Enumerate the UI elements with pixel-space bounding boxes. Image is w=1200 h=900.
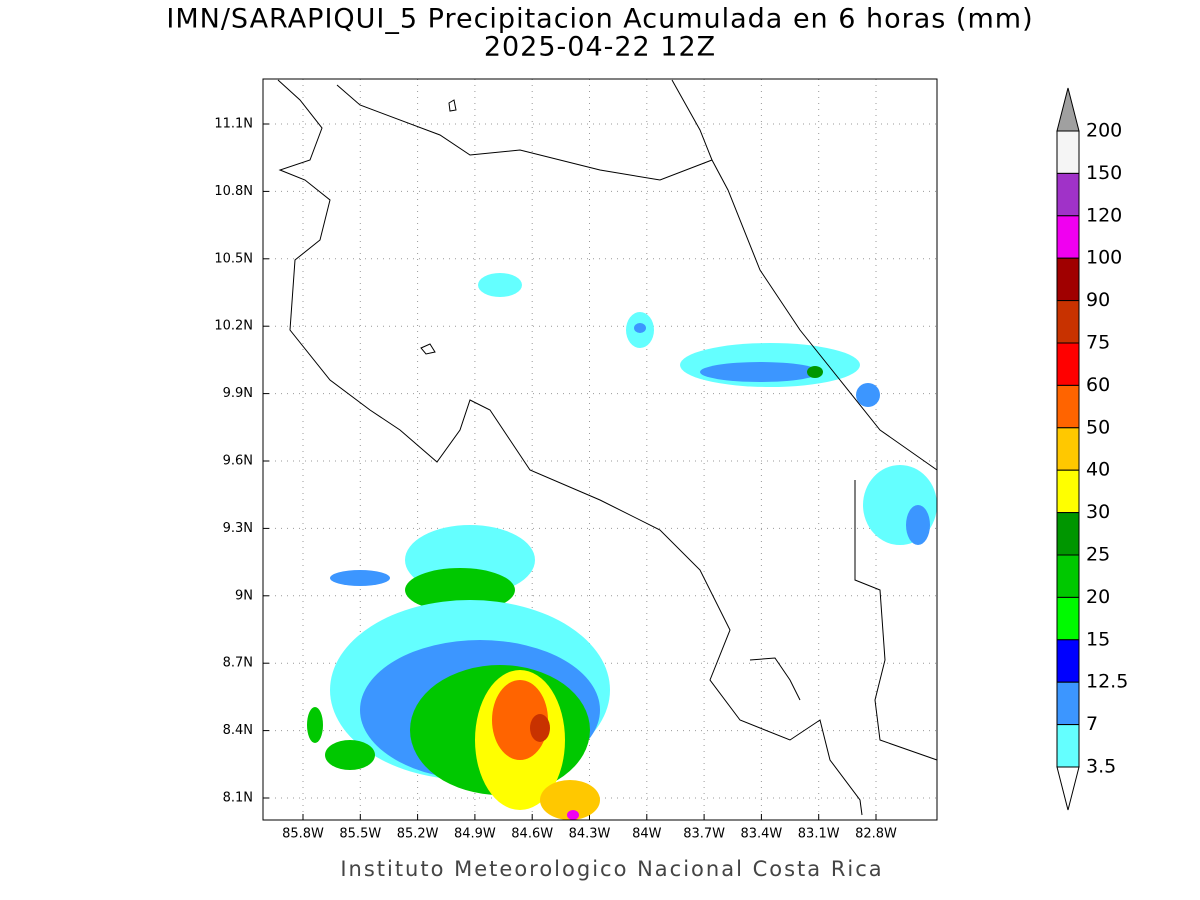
colorbar-box (1056, 554, 1080, 598)
island (420, 343, 436, 355)
x-tick-label: 83.1W (798, 827, 840, 842)
x-tick-label: 83.7W (683, 827, 725, 842)
y-tick-label: 10.2N (214, 319, 253, 334)
rain-cell (530, 714, 550, 742)
colorbar-box (1056, 300, 1080, 344)
rain-cell (478, 273, 522, 297)
y-tick-label: 10.5N (214, 251, 253, 266)
colorbar-box (1056, 427, 1080, 471)
rain-cell (492, 680, 548, 760)
colorbar-label: 200 (1086, 120, 1122, 142)
plot-frame (262, 78, 938, 821)
rain-cell (567, 810, 579, 820)
pacific-coast (277, 79, 863, 816)
colorbar-box (1056, 172, 1080, 217)
y-tick-label: 8.4N (223, 723, 253, 738)
colorbar-label: 25 (1086, 544, 1110, 566)
rain-cell (807, 366, 823, 378)
y-tick-label: 9.3N (223, 521, 253, 536)
rain-cell (906, 505, 930, 545)
x-tick-label: 84.9W (454, 827, 496, 842)
colorbar-label: 12.5 (1086, 671, 1128, 693)
colorbar-box (1056, 512, 1080, 556)
island (448, 99, 457, 112)
colorbar-box (1056, 724, 1080, 768)
colorbar-label: 30 (1086, 501, 1110, 523)
rain-cell (540, 780, 600, 820)
rain-cell (325, 740, 375, 770)
rain-cell (700, 362, 820, 382)
colorbar: 200 150 120 100 90 75 60 50 40 30 25 20 15 12.5 7 3.5 (1056, 87, 1128, 811)
colorbar-box (1056, 596, 1080, 641)
footer: Instituto Meteorologico Nacional Costa R… (340, 857, 883, 881)
nicaragua-border (336, 84, 713, 181)
subtitle: 2025-04-22 12Z (484, 32, 716, 63)
colorbar-label: 3.5 (1086, 756, 1116, 778)
colorbar-label: 7 (1086, 713, 1098, 735)
y-tick-label: 10.8N (214, 184, 253, 199)
colorbar-top-arrow (1056, 87, 1080, 132)
colorbar-bottom-arrow (1056, 766, 1080, 811)
colorbar-box (1056, 342, 1080, 386)
map-area (262, 78, 938, 821)
colorbar-label: 150 (1086, 162, 1122, 184)
rain-cell (634, 323, 646, 333)
y-tick-label: 8.1N (223, 791, 253, 806)
y-tick-label: 9N (235, 588, 253, 603)
colorbar-label: 15 (1086, 628, 1110, 650)
osa-peninsula (749, 657, 801, 701)
colorbar-box (1056, 257, 1080, 302)
colorbar-label: 50 (1086, 416, 1110, 438)
colorbar-box (1056, 639, 1080, 683)
colorbar-box (1056, 130, 1080, 174)
rain-cell (307, 707, 323, 743)
colorbar-box (1056, 215, 1080, 259)
y-tick-label: 9.9N (223, 386, 253, 401)
x-tick-label: 85.5W (339, 827, 381, 842)
colorbar-label: 100 (1086, 247, 1122, 269)
y-tick-label: 11.1N (214, 117, 253, 132)
colorbar-label: 75 (1086, 332, 1110, 354)
colorbar-box (1056, 384, 1080, 429)
y-tick-label: 9.6N (223, 454, 253, 469)
x-tick-label: 84W (632, 827, 662, 842)
coastlines (277, 79, 938, 816)
x-tick-label: 82.8W (855, 827, 897, 842)
colorbar-box (1056, 469, 1080, 514)
precipitation (307, 273, 937, 820)
x-tick-label: 84.6W (511, 827, 553, 842)
title: IMN/SARAPIQUI_5 Precipitacion Acumulada … (166, 4, 1033, 35)
colorbar-label: 40 (1086, 459, 1110, 481)
caribbean-coast (671, 79, 938, 471)
colorbar-label: 90 (1086, 289, 1110, 311)
colorbar-box (1056, 681, 1080, 726)
x-tick-label: 85.2W (397, 827, 439, 842)
x-tick-label: 84.3W (569, 827, 611, 842)
colorbar-label: 60 (1086, 374, 1110, 396)
panama-border (854, 480, 938, 761)
y-tick-label: 8.7N (223, 656, 253, 671)
colorbar-label: 20 (1086, 586, 1110, 608)
colorbar-label: 120 (1086, 204, 1122, 226)
rain-cell (856, 383, 880, 407)
x-tick-label: 85.8W (282, 827, 324, 842)
rain-cell (330, 570, 390, 586)
x-tick-label: 83.4W (740, 827, 782, 842)
